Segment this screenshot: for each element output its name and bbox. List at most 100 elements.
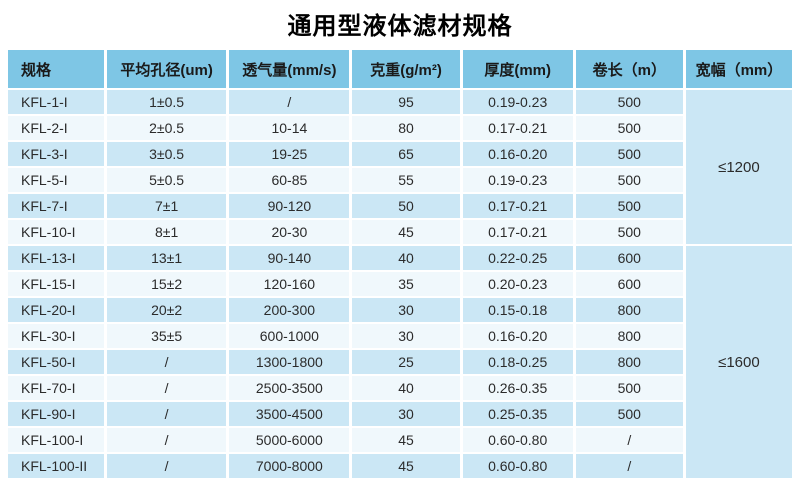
spec-cell: KFL-30-I: [8, 324, 104, 348]
spec-cell: KFL-50-I: [8, 350, 104, 374]
column-header-thickness: 厚度(mm): [462, 50, 573, 88]
pore-size-cell: 5±0.5: [107, 168, 227, 192]
spec-cell: KFL-90-I: [8, 402, 104, 426]
grammage-cell: 45: [352, 220, 460, 244]
thickness-cell: 0.15-0.18: [462, 298, 573, 322]
pore-size-cell: 13±1: [107, 246, 227, 270]
spec-cell: KFL-7-I: [8, 194, 104, 218]
thickness-cell: 0.22-0.25: [462, 246, 573, 270]
width-group-cell: ≤1200: [685, 90, 792, 244]
table-row: KFL-70-I/2500-3500 40 0.26-0.35 500: [8, 376, 792, 400]
grammage-cell: 30: [352, 298, 460, 322]
air-permeability-cell: 90-120: [229, 194, 350, 218]
table-row: KFL-7-I 7±1 90-120 50 0.17-0.21 500: [8, 194, 792, 218]
page-title: 通用型液体滤材规格: [287, 13, 513, 40]
spec-cell: KFL-3-I: [8, 142, 104, 166]
roll-length-cell: 500: [575, 142, 683, 166]
column-header-roll-length: 卷长（m）: [575, 50, 683, 88]
column-header-pore-size: 平均孔径(um): [107, 50, 227, 88]
thickness-cell: 0.19-0.23: [462, 90, 573, 114]
thickness-cell: 0.19-0.23: [462, 168, 573, 192]
spec-cell: KFL-15-I: [8, 272, 104, 296]
table-row: KFL-100-II/7000-8000 45 0.60-0.80/: [8, 454, 792, 478]
table-row: KFL-30-I 35±5 600-1000 30 0.16-0.20 800: [8, 324, 792, 348]
thickness-cell: 0.16-0.20: [462, 142, 573, 166]
pore-size-cell: 8±1: [107, 220, 227, 244]
pore-size-cell: /: [107, 428, 227, 452]
grammage-cell: 55: [352, 168, 460, 192]
air-permeability-cell: 120-160: [229, 272, 350, 296]
air-permeability-cell: 90-140: [229, 246, 350, 270]
header-row: 规格 平均孔径(um) 透气量(mm/s) 克重(g/m²) 厚度(mm) 卷长…: [8, 50, 792, 88]
thickness-cell: 0.16-0.20: [462, 324, 573, 348]
roll-length-cell: 600: [575, 272, 683, 296]
thickness-cell: 0.17-0.21: [462, 116, 573, 140]
air-permeability-cell: 5000-6000: [229, 428, 350, 452]
pore-size-cell: /: [107, 350, 227, 374]
spec-table-container: 规格 平均孔径(um) 透气量(mm/s) 克重(g/m²) 厚度(mm) 卷长…: [5, 48, 795, 480]
roll-length-cell: 800: [575, 324, 683, 348]
column-header-grammage: 克重(g/m²): [352, 50, 460, 88]
table-row: KFL-2-I 2±0.5 10-14 80 0.17-0.21 500: [8, 116, 792, 140]
roll-length-cell: 500: [575, 90, 683, 114]
air-permeability-cell: 2500-3500: [229, 376, 350, 400]
thickness-cell: 0.18-0.25: [462, 350, 573, 374]
grammage-cell: 25: [352, 350, 460, 374]
table-row: KFL-50-I/1300-1800 25 0.18-0.25 800: [8, 350, 792, 374]
pore-size-cell: 1±0.5: [107, 90, 227, 114]
column-header-spec: 规格: [8, 50, 104, 88]
thickness-cell: 0.20-0.23: [462, 272, 573, 296]
table-row: KFL-100-I/5000-6000 45 0.60-0.80/: [8, 428, 792, 452]
pore-size-cell: /: [107, 454, 227, 478]
grammage-cell: 35: [352, 272, 460, 296]
pore-size-cell: 15±2: [107, 272, 227, 296]
pore-size-cell: 3±0.5: [107, 142, 227, 166]
grammage-cell: 50: [352, 194, 460, 218]
thickness-cell: 0.17-0.21: [462, 194, 573, 218]
spec-cell: KFL-100-II: [8, 454, 104, 478]
air-permeability-cell: 600-1000: [229, 324, 350, 348]
air-permeability-cell: 20-30: [229, 220, 350, 244]
table-row: KFL-3-I 3±0.5 19-25 65 0.16-0.20 500: [8, 142, 792, 166]
air-permeability-cell: 1300-1800: [229, 350, 350, 374]
column-header-air-permeability: 透气量(mm/s): [229, 50, 350, 88]
roll-length-cell: 500: [575, 220, 683, 244]
spec-cell: KFL-20-I: [8, 298, 104, 322]
thickness-cell: 0.60-0.80: [462, 454, 573, 478]
table-row: KFL-13-I 13±1 90-140 40 0.22-0.25 600 ≤1600: [8, 246, 792, 478]
grammage-cell: 80: [352, 116, 460, 140]
table-row: KFL-1-I 1±0.5/95 0.19-0.23 500 ≤1200: [8, 90, 792, 244]
air-permeability-cell: /: [229, 90, 350, 114]
spec-cell: KFL-5-I: [8, 168, 104, 192]
roll-length-cell: 500: [575, 376, 683, 400]
air-permeability-cell: 3500-4500: [229, 402, 350, 426]
spec-cell: KFL-2-I: [8, 116, 104, 140]
pore-size-cell: /: [107, 402, 227, 426]
pore-size-cell: 20±2: [107, 298, 227, 322]
grammage-cell: 95: [352, 90, 460, 114]
pore-size-cell: /: [107, 376, 227, 400]
air-permeability-cell: 200-300: [229, 298, 350, 322]
thickness-cell: 0.17-0.21: [462, 220, 573, 244]
grammage-cell: 45: [352, 454, 460, 478]
air-permeability-cell: 7000-8000: [229, 454, 350, 478]
grammage-cell: 45: [352, 428, 460, 452]
roll-length-cell: 500: [575, 402, 683, 426]
column-header-width: 宽幅（mm）: [685, 50, 792, 88]
table-row: KFL-5-I 5±0.5 60-85 55 0.19-0.23 500: [8, 168, 792, 192]
table-row: KFL-90-I/3500-4500 30 0.25-0.35 500: [8, 402, 792, 426]
pore-size-cell: 2±0.5: [107, 116, 227, 140]
table-row: KFL-20-I 20±2 200-300 30 0.15-0.18 800: [8, 298, 792, 322]
grammage-cell: 40: [352, 246, 460, 270]
table-row: KFL-15-I 15±2 120-160 35 0.20-0.23 600: [8, 272, 792, 296]
air-permeability-cell: 19-25: [229, 142, 350, 166]
grammage-cell: 30: [352, 324, 460, 348]
roll-length-cell: 800: [575, 350, 683, 374]
roll-length-cell: /: [575, 428, 683, 452]
roll-length-cell: 600: [575, 246, 683, 270]
thickness-cell: 0.25-0.35: [462, 402, 573, 426]
spec-table: 规格 平均孔径(um) 透气量(mm/s) 克重(g/m²) 厚度(mm) 卷长…: [5, 48, 795, 480]
spec-cell: KFL-70-I: [8, 376, 104, 400]
grammage-cell: 65: [352, 142, 460, 166]
roll-length-cell: /: [575, 454, 683, 478]
